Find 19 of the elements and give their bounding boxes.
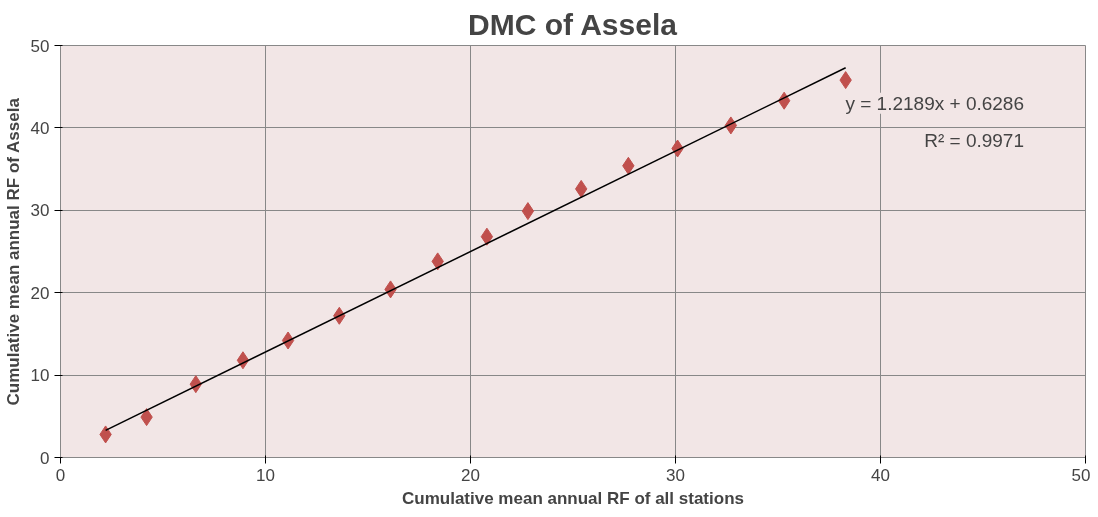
x-tick-label: 0 — [55, 465, 66, 485]
chart-title: DMC of Assela — [467, 7, 678, 41]
y-tick-label: 40 — [30, 118, 50, 138]
y-axis-title: Cumulative mean annual RF of Assela — [3, 97, 23, 406]
y-tick-label: 0 — [40, 448, 50, 468]
x-tick-label: 40 — [871, 465, 890, 485]
x-tick-label: 50 — [1071, 465, 1091, 485]
y-tick-label: 30 — [30, 201, 50, 221]
annotation: y = 1.2189x + 0.6286 — [845, 92, 1025, 114]
point — [521, 202, 535, 221]
x-axis-title: Cumulative mean annual RF of all stations — [402, 488, 744, 508]
x-tick-label: 10 — [256, 465, 275, 485]
x-tick-label: 20 — [461, 465, 480, 485]
y-tick-label: 10 — [30, 366, 50, 386]
point — [480, 227, 494, 246]
y-tick-label: 20 — [30, 283, 50, 303]
y-tick-label: 50 — [30, 36, 50, 56]
annotation: R² = 0.9971 — [924, 129, 1025, 151]
x-tick-label: 30 — [666, 465, 685, 485]
